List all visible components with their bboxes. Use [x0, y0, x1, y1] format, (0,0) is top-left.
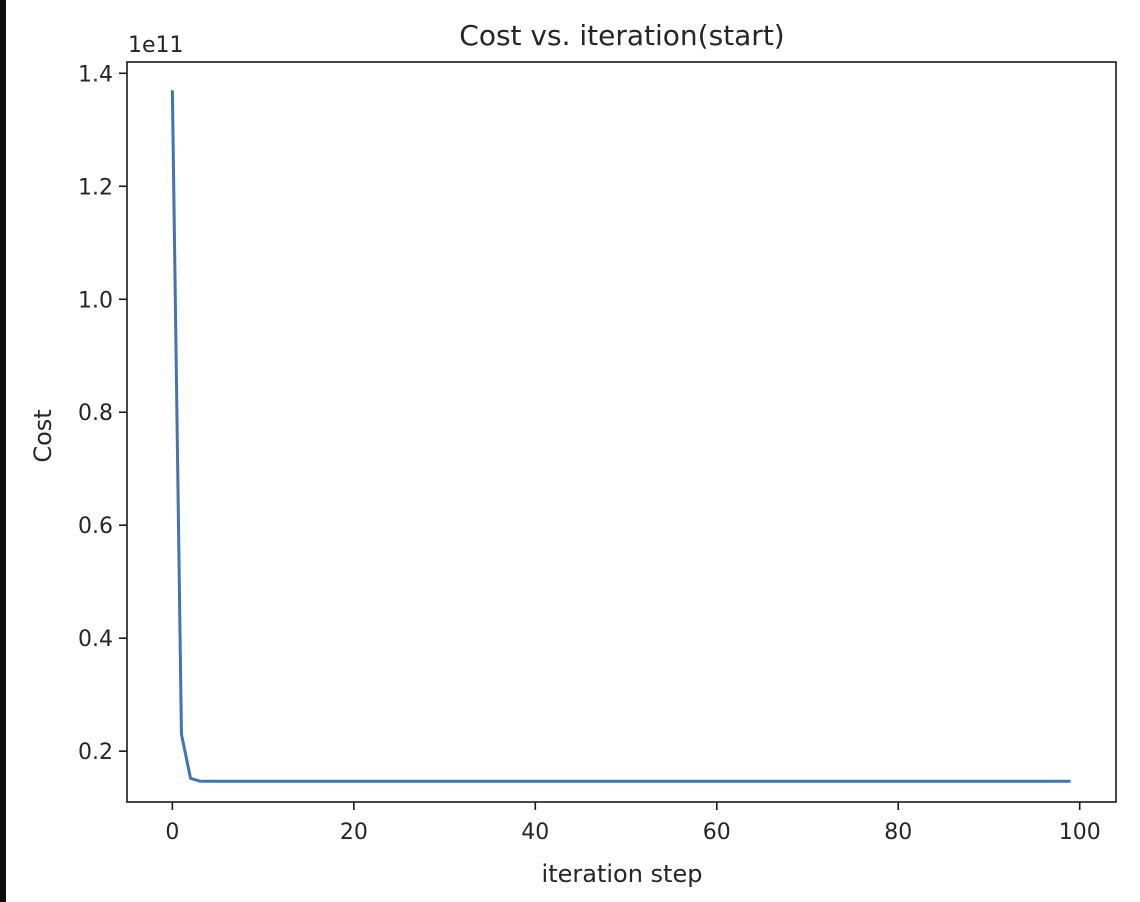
y-tick-label: 1.4 — [78, 62, 113, 87]
x-tick-label: 80 — [884, 820, 912, 845]
y-tick-label: 0.2 — [78, 740, 113, 765]
plot-area — [126, 61, 1117, 803]
chart-title: Cost vs. iteration(start) — [459, 19, 784, 52]
x-tick-label: 60 — [703, 820, 731, 845]
x-tick-label: 20 — [340, 820, 368, 845]
y-tick-label: 1.0 — [78, 288, 113, 313]
y-tick-label: 1.2 — [78, 175, 113, 200]
x-axis-label: iteration step — [542, 860, 703, 888]
y-tick-label: 0.4 — [78, 627, 113, 652]
series-line — [170, 90, 1071, 783]
x-axis: 0 20 40 60 80 100 — [165, 802, 1101, 845]
y-axis-offset-label: 1e11 — [128, 33, 184, 58]
y-axis: 0.2 0.4 0.6 0.8 1.0 1.2 1.4 — [78, 62, 127, 765]
x-tick-label: 0 — [165, 820, 179, 845]
chart-figure: Cost vs. iteration(start) 1e11 0 20 40 60 80… — [6, 0, 1140, 902]
plot-frame — [126, 61, 1117, 803]
x-tick-label: 40 — [521, 820, 549, 845]
line-chart: Cost vs. iteration(start) 1e11 0 20 40 60 80… — [29, 19, 1117, 888]
y-axis-label: Cost — [29, 409, 57, 462]
y-tick-label: 0.6 — [78, 514, 113, 539]
x-tick-label: 100 — [1059, 820, 1101, 845]
y-tick-label: 0.8 — [78, 401, 113, 426]
